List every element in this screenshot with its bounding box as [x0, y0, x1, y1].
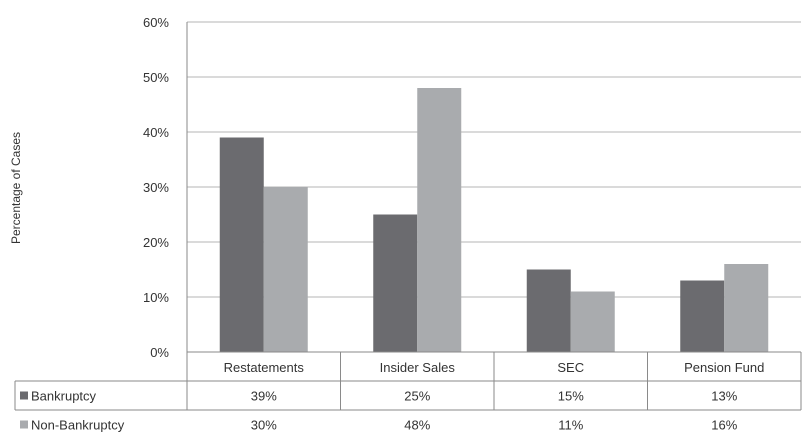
bar	[680, 280, 725, 352]
data-label: 48%	[404, 418, 430, 433]
data-label: 30%	[251, 418, 277, 433]
y-tick-label: 30%	[143, 180, 169, 195]
bar	[373, 214, 418, 352]
bars	[219, 88, 769, 352]
bar	[570, 291, 615, 352]
y-tick-label: 50%	[143, 70, 169, 85]
y-tick-label: 40%	[143, 125, 169, 140]
y-tick-label: 20%	[143, 235, 169, 250]
legend-key	[20, 420, 28, 429]
data-label: 25%	[404, 389, 430, 404]
y-tick-label: 60%	[143, 15, 169, 30]
category-label: SEC	[557, 360, 584, 375]
category-label: Restatements	[224, 360, 305, 375]
axes: 0% 10% 20% 30% 40% 50% 60%	[143, 15, 188, 360]
data-label: 15%	[558, 389, 584, 404]
category-label: Insider Sales	[380, 360, 456, 375]
legend-label: Bankruptcy	[31, 389, 97, 404]
bar	[724, 264, 769, 352]
y-tick-label: 0%	[150, 345, 169, 360]
legend-key	[20, 391, 28, 400]
bar	[417, 88, 462, 352]
data-label: 39%	[251, 389, 277, 404]
y-tick-label: 10%	[143, 290, 169, 305]
bar	[219, 137, 264, 352]
data-label: 11%	[558, 418, 583, 433]
category-label: Pension Fund	[684, 360, 764, 375]
data-label: 13%	[711, 389, 737, 404]
y-axis-title: Percentage of Cases	[9, 132, 23, 244]
bar	[526, 269, 571, 352]
data-label: 16%	[711, 418, 737, 433]
bar	[263, 187, 308, 352]
data-table: Restatements Insider Sales SEC Pension Fund…	[14, 351, 802, 433]
legend-label: Non-Bankruptcy	[31, 418, 125, 433]
